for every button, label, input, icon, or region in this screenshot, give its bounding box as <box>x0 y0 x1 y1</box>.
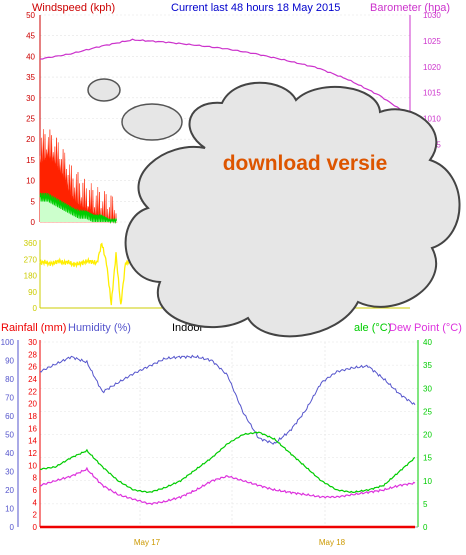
humidity-tick-label: 70 <box>5 394 14 403</box>
chart-title: Current last 48 hours 18 May 2015 <box>171 2 340 14</box>
temp-tick-label: 10 <box>423 477 432 486</box>
direction-tick-labels: 360 270 180 90 0 <box>24 239 38 313</box>
temp-tick-label: 25 <box>423 407 432 416</box>
baro-tick-label: 1030 <box>423 11 441 20</box>
rain-tick-label: 16 <box>28 424 37 433</box>
rain-tick-label: 2 <box>33 511 38 520</box>
direction-tick-label: 0 <box>33 304 38 313</box>
wind-tick-label: 45 <box>26 32 35 41</box>
rain-axis-label: Rainfall (mm) <box>1 322 66 334</box>
wind-tick-label: 5 <box>31 197 36 206</box>
direction-tick-label: 360 <box>24 239 38 248</box>
direction-line <box>39 242 135 306</box>
temp-tick-label: 40 <box>423 338 432 347</box>
dewpoint-axis-label: Dew Point (°C) <box>389 322 462 334</box>
rain-tick-label: 8 <box>33 474 38 483</box>
humidity-tick-label: 20 <box>5 486 14 495</box>
humidity-tick-label: 90 <box>5 357 14 366</box>
rain-tick-label: 12 <box>28 449 37 458</box>
direction-tick-label: 180 <box>24 272 38 281</box>
wind-tick-label: 25 <box>26 115 35 124</box>
temp-tick-labels: 0 5 10 15 20 25 30 35 40 <box>423 338 432 532</box>
rain-tick-label: 30 <box>28 338 37 347</box>
temp-axis-label: ale (°C) <box>354 322 391 334</box>
bottom-grid <box>40 341 418 528</box>
wind-axis-label: Windspeed (kph) <box>32 2 115 14</box>
temp-tick-label: 20 <box>423 431 432 440</box>
rain-tick-label: 20 <box>28 400 37 409</box>
download-text[interactable]: download versie <box>223 152 388 175</box>
baro-tick-label: 1020 <box>423 63 441 72</box>
barometer-line <box>40 38 411 117</box>
baro-tick-label: 1010 <box>423 115 441 124</box>
baro-tick-label: 1015 <box>423 89 441 98</box>
rain-tick-label: 6 <box>33 486 38 495</box>
humidity-axis-label: Humidity (%) <box>68 322 131 334</box>
humidity-tick-label: 80 <box>5 375 14 384</box>
average-wind-area <box>40 192 118 222</box>
humidity-tick-label: 30 <box>5 468 14 477</box>
rain-tick-label: 22 <box>28 387 37 396</box>
x-axis-labels: May 17 May 18 <box>134 538 346 547</box>
wind-tick-label: 40 <box>26 52 35 61</box>
baro-axis-label: Barometer (hpa) <box>370 2 450 14</box>
direction-tick-label: 90 <box>28 288 37 297</box>
wind-tick-label: 50 <box>26 11 35 20</box>
bubble-dot-small <box>87 78 121 102</box>
download-bubble[interactable]: download versie <box>87 78 461 338</box>
humidity-tick-label: 50 <box>5 431 14 440</box>
temperature-line <box>39 431 416 494</box>
rain-tick-label: 10 <box>28 461 37 470</box>
x-axis-label: May 18 <box>319 538 346 547</box>
rain-tick-label: 0 <box>33 523 38 532</box>
average-wind-line <box>39 192 117 224</box>
wind-tick-label: 35 <box>26 73 35 82</box>
dewpoint-line <box>39 466 416 506</box>
temp-tick-label: 0 <box>423 523 428 532</box>
wind-tick-label: 10 <box>26 177 35 186</box>
wind-tick-label: 15 <box>26 156 35 165</box>
x-axis-label: May 17 <box>134 538 161 547</box>
rain-tick-label: 28 <box>28 350 37 359</box>
rain-tick-label: 4 <box>33 498 38 507</box>
wind-tick-label: 20 <box>26 135 35 144</box>
baro-tick-label: 1025 <box>423 37 441 46</box>
humidity-tick-label: 10 <box>5 505 14 514</box>
humidity-tick-label: 100 <box>1 338 15 347</box>
temp-tick-label: 35 <box>423 361 432 370</box>
gust-area <box>39 129 118 223</box>
wind-tick-label: 30 <box>26 94 35 103</box>
direction-tick-label: 270 <box>24 255 38 264</box>
temp-tick-label: 5 <box>423 500 428 509</box>
bubble-cloud <box>124 81 461 338</box>
rain-tick-label: 24 <box>28 375 37 384</box>
rain-tick-label: 14 <box>28 437 37 446</box>
temp-tick-label: 15 <box>423 454 432 463</box>
bubble-dot-medium <box>121 103 183 141</box>
humidity-tick-labels: 0 10 20 30 40 50 60 70 80 90 100 <box>1 338 15 532</box>
rain-tick-label: 18 <box>28 412 37 421</box>
temp-tick-label: 30 <box>423 384 432 393</box>
wind-tick-label: 0 <box>31 218 36 227</box>
rain-tick-label: 26 <box>28 363 37 372</box>
wind-tick-labels: 0 5 10 15 20 25 30 35 40 45 50 <box>26 11 35 227</box>
humidity-tick-label: 0 <box>10 523 15 532</box>
humidity-line <box>39 354 416 445</box>
humidity-tick-label: 60 <box>5 412 14 421</box>
humidity-tick-label: 40 <box>5 449 14 458</box>
